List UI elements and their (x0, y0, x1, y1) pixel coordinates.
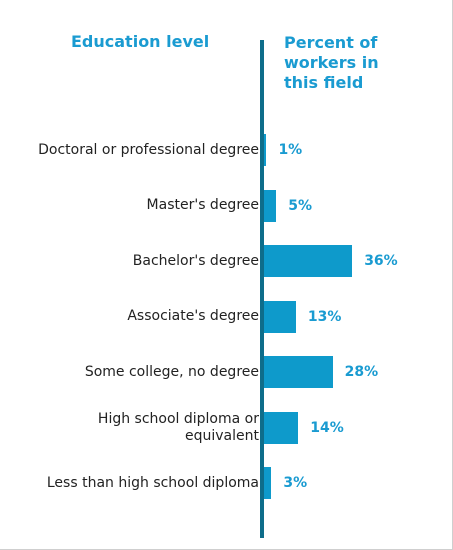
category-label: Less than high school diploma (46, 474, 259, 491)
category-label: Master's degree (146, 197, 259, 213)
percent-of-workers-header: Percent of workers in this field (284, 33, 379, 92)
bar-row: Associate's degree 13% (0, 300, 453, 334)
bar (264, 189, 277, 222)
category-label: Doctoral or professional degree (38, 141, 259, 158)
bar-row: Doctoral or professional degree 1% (0, 133, 453, 167)
bar (264, 245, 353, 277)
category-label: Some college, no degree (84, 363, 259, 380)
education-level-header: Education level (71, 32, 210, 51)
bar (264, 300, 296, 333)
bar-row: Master's degree 5% (0, 189, 453, 223)
axis-line (260, 40, 264, 538)
value-label: 5% (288, 197, 313, 214)
value-label: 28% (344, 364, 379, 380)
category-label: Bachelor's degree (132, 252, 259, 269)
bar-row: Bachelor's degree 36% (0, 244, 453, 278)
bar-row: Less than high school diploma 3% (0, 466, 453, 500)
category-label: High school diploma or equivalent (97, 410, 259, 444)
bar-row: Some college, no degree 28% (0, 355, 453, 389)
bar-row: High school diploma or equivalent 14% (0, 411, 453, 445)
value-label: 14% (310, 419, 344, 436)
value-label: 3% (283, 475, 308, 491)
category-label: Associate's degree (127, 308, 259, 324)
bar (264, 356, 333, 388)
value-label: 36% (364, 253, 398, 269)
value-label: 1% (278, 142, 303, 158)
bar (264, 134, 267, 166)
value-label: 13% (307, 308, 342, 325)
bar (264, 467, 272, 499)
bar (264, 411, 299, 444)
